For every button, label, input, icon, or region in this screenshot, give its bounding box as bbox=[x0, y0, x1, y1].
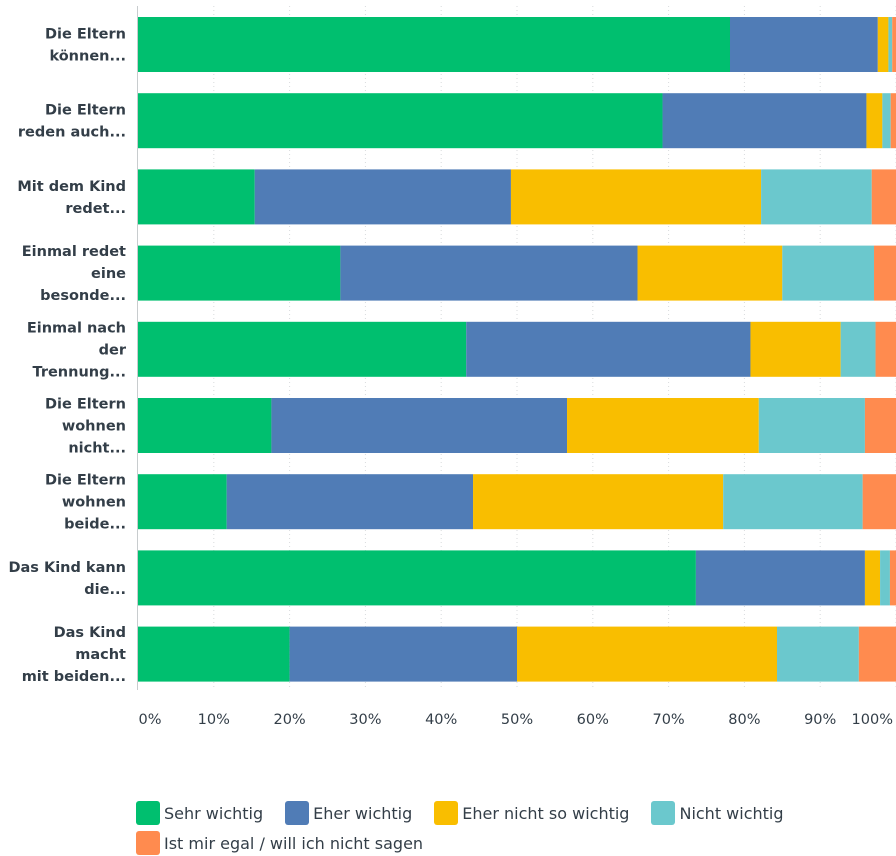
category-label: Die Eltern wohnen nicht... bbox=[45, 397, 126, 457]
legend-label: Sehr wichtig bbox=[164, 803, 264, 823]
category-labels: Die Eltern können... Die Eltern reden auch.… bbox=[8, 27, 126, 686]
x-tick-label: 30% bbox=[349, 712, 381, 728]
bar-segment bbox=[138, 626, 290, 682]
legend-label: Nicht wichtig bbox=[679, 803, 784, 823]
x-tick-label: 10% bbox=[198, 712, 230, 728]
legend-label: Eher wichtig bbox=[313, 803, 413, 823]
legend-swatch bbox=[434, 801, 459, 825]
legend-item: Nicht wichtig bbox=[651, 800, 784, 826]
x-tick-label: 100% bbox=[852, 712, 893, 728]
bar-segment bbox=[340, 245, 638, 301]
legend-swatch bbox=[136, 831, 160, 855]
bar-segment bbox=[871, 169, 896, 225]
category-label: Die Eltern wohnen beide... bbox=[45, 473, 126, 533]
bar-segment bbox=[864, 550, 881, 606]
legend-label: Ist mir egal / will ich nicht sagen bbox=[164, 833, 424, 853]
category-label: Das Kind kann die... bbox=[8, 560, 126, 598]
bar-segment bbox=[880, 550, 890, 606]
bar-segment bbox=[875, 321, 896, 377]
bar-segment bbox=[889, 550, 896, 606]
bar-segment bbox=[723, 474, 863, 530]
bar-segment bbox=[750, 321, 841, 377]
x-tick-label: 40% bbox=[425, 712, 457, 728]
legend-item: Sehr wichtig bbox=[136, 800, 263, 826]
bar-segment bbox=[866, 93, 883, 149]
bar-segment bbox=[138, 245, 341, 301]
bar-segment bbox=[761, 169, 872, 225]
x-tick-label: 70% bbox=[652, 712, 684, 728]
category-label: Einmal nach der Trennung... bbox=[27, 320, 127, 380]
x-axis-ticks: 0% 10% 20% 30% 40% 50% 60% 70% 80% 90% 100% bbox=[138, 712, 893, 728]
category-label: Mit dem Kind redet... bbox=[17, 179, 126, 217]
legend-swatch bbox=[136, 801, 160, 825]
bar-segment bbox=[892, 17, 896, 72]
legend-item: Ist mir egal / will ich nicht sagen bbox=[136, 830, 423, 856]
category-label: Einmal redet eine besonde... bbox=[22, 244, 126, 304]
bar-segment bbox=[138, 398, 272, 453]
bar-segment bbox=[637, 245, 783, 301]
bar-segment bbox=[662, 93, 867, 149]
bar-segment bbox=[877, 17, 889, 72]
bar-segment bbox=[138, 169, 255, 225]
bar-segment bbox=[138, 474, 227, 530]
bar-segment bbox=[782, 245, 875, 301]
legend-item: Eher wichtig bbox=[285, 800, 412, 826]
bar-segment bbox=[862, 474, 896, 530]
bar-segment bbox=[695, 550, 865, 606]
category-label: Die Eltern können... bbox=[45, 27, 126, 65]
bar-segment bbox=[138, 550, 696, 606]
bar-segment bbox=[289, 626, 517, 682]
bar-segment bbox=[138, 17, 730, 72]
bar-segment bbox=[510, 169, 762, 225]
bar-segment bbox=[466, 321, 751, 377]
legend-item: Eher nicht so wichtig bbox=[434, 800, 629, 826]
bar-segment bbox=[776, 626, 859, 682]
bar-segment bbox=[567, 398, 759, 453]
bar-segment bbox=[138, 93, 663, 149]
bar-segment bbox=[226, 474, 474, 530]
x-tick-label: 20% bbox=[273, 712, 305, 728]
bar-segment bbox=[882, 93, 891, 149]
legend: Sehr wichtig Eher wichtig Eher nicht so wi… bbox=[136, 800, 876, 856]
bar-segment bbox=[473, 474, 724, 530]
category-label: Die Eltern reden auch... bbox=[18, 103, 126, 141]
x-tick-label: 50% bbox=[501, 712, 533, 728]
bar-segment bbox=[517, 626, 777, 682]
bar-segment bbox=[271, 398, 568, 453]
bars bbox=[138, 17, 896, 682]
bar-segment bbox=[254, 169, 511, 225]
stacked-bar-chart: Die Eltern können... Die Eltern reden auch.… bbox=[8, 6, 896, 728]
bar-segment bbox=[858, 626, 896, 682]
legend-swatch bbox=[285, 801, 310, 825]
x-tick-label: 60% bbox=[577, 712, 609, 728]
bar-segment bbox=[758, 398, 865, 453]
bar-segment bbox=[888, 17, 893, 72]
x-tick-label: 0% bbox=[138, 712, 161, 728]
x-tick-label: 90% bbox=[804, 712, 836, 728]
legend-label: Eher nicht so wichtig bbox=[462, 803, 630, 823]
bar-segment bbox=[874, 245, 896, 301]
x-tick-label: 80% bbox=[728, 712, 760, 728]
legend-swatch bbox=[651, 801, 676, 825]
bar-segment bbox=[729, 17, 878, 72]
category-label: Das Kind macht mit beiden... bbox=[22, 625, 126, 685]
bar-segment bbox=[864, 398, 896, 453]
bar-segment bbox=[138, 321, 467, 377]
bar-segment bbox=[840, 321, 876, 377]
bar-segment bbox=[890, 93, 896, 149]
